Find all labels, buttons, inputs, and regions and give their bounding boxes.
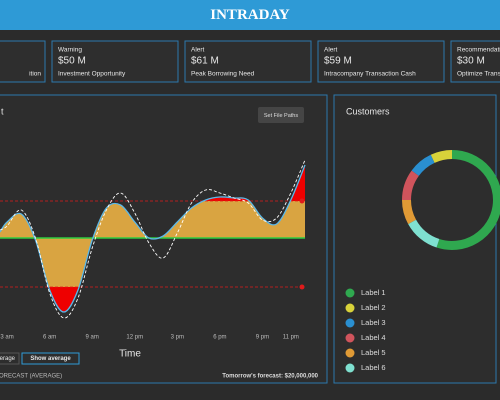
card-label: Warning <box>58 47 82 54</box>
card[interactable] <box>51 40 179 83</box>
pie-chart: Label 1 Label 2 Label 3 Label 4 Label 5 Label… <box>345 150 500 373</box>
x-tick-label: 12 pm <box>126 335 143 341</box>
x-tick-label: 3 pm <box>171 335 184 341</box>
card[interactable] <box>317 40 445 83</box>
x-tick-label: 9 am <box>86 335 99 341</box>
card-description: Peak Borrowing Need <box>191 71 255 78</box>
card-description: ition <box>29 71 41 78</box>
card-label: Recommendation <box>457 47 500 54</box>
card[interactable] <box>450 40 500 83</box>
card-description: Investment Opportunity <box>58 71 126 78</box>
footer-left: ORECAST (AVERAGE) <box>0 374 62 380</box>
toggle-label: erage <box>0 356 16 362</box>
footer-right: Tomorrow's forecast: $20,000,000 <box>222 374 318 380</box>
card-description: Intracompany Transaction Cash <box>324 71 416 78</box>
card-value: $59 M <box>324 56 352 67</box>
legend-label: Label 3 <box>361 318 386 327</box>
legend-label: Label 5 <box>361 348 386 357</box>
donut-segment <box>411 154 435 177</box>
donut-segment <box>408 219 440 248</box>
header-bar <box>0 0 500 30</box>
x-tick-label: 11 pm <box>283 335 299 341</box>
donut-segment <box>402 199 417 225</box>
button-label: Set File Paths <box>264 113 298 119</box>
card-label: Alert <box>324 47 338 54</box>
card[interactable] <box>0 40 46 83</box>
toggle-label: Show average <box>30 356 71 362</box>
line-chart: 3 am 6 am 9 am 12 pm 3 pm 6 pm 9 pm 11 pm Time <box>0 159 306 360</box>
toggle-button[interactable] <box>0 352 20 365</box>
legend-swatch <box>345 348 355 358</box>
legend-swatch <box>345 333 355 343</box>
card-label: Alert <box>191 47 205 54</box>
button[interactable] <box>258 107 304 123</box>
threshold-marker <box>299 198 305 204</box>
threshold-marker <box>299 284 305 290</box>
legend-swatch <box>345 318 355 328</box>
legend-label: Label 1 <box>361 288 386 297</box>
x-tick-label: 9 pm <box>256 335 269 341</box>
toggle-button[interactable] <box>21 352 80 365</box>
legend-swatch <box>345 303 355 313</box>
card[interactable] <box>184 40 312 83</box>
card-description: Optimize Transaction <box>457 71 500 78</box>
x-tick-label: 6 pm <box>213 335 226 341</box>
panel-title: t <box>1 106 4 116</box>
x-tick-label: 3 am <box>0 335 13 341</box>
legend-label: Label 6 <box>361 363 386 372</box>
header-title: INTRADAY <box>210 7 290 23</box>
series-line <box>0 159 306 319</box>
pie-title: Customers <box>346 106 390 116</box>
donut-segment <box>436 150 500 250</box>
card-value: $61 M <box>191 56 219 67</box>
legend-label: Label 4 <box>361 333 386 342</box>
x-tick-label: 6 am <box>43 335 56 341</box>
legend-label: Label 2 <box>361 303 386 312</box>
donut-segment <box>430 150 453 163</box>
card-value: $30 M <box>457 56 485 67</box>
x-axis-title: Time <box>119 349 141 360</box>
card-value: $50 M <box>58 56 86 67</box>
legend-swatch <box>345 363 355 373</box>
donut-segment <box>402 170 419 201</box>
legend-swatch <box>345 288 355 298</box>
